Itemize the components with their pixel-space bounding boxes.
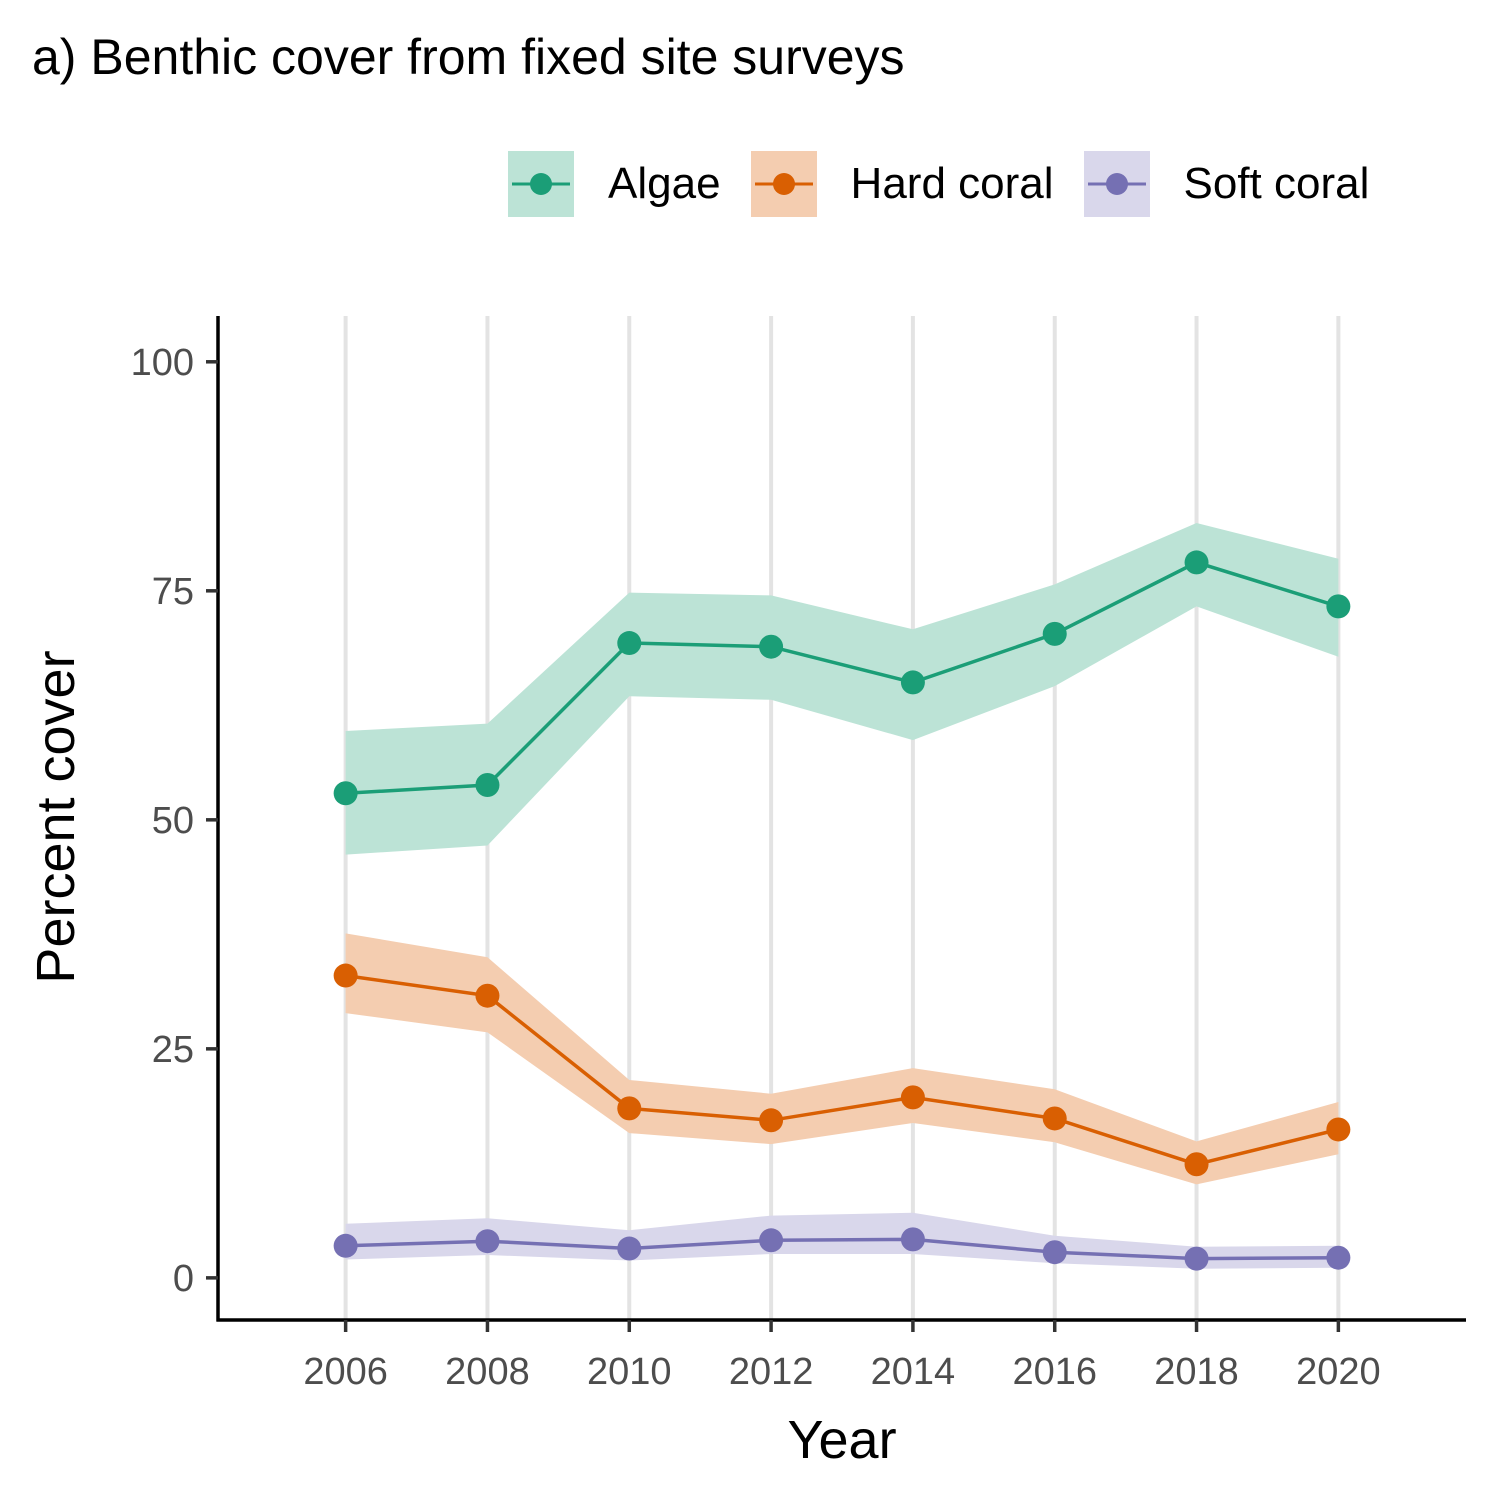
x-tick-label-2008: 2008 (445, 1351, 530, 1393)
point-hard-coral-2016 (1042, 1106, 1067, 1131)
legend-label-hard-coral: Hard coral (850, 159, 1054, 208)
y-tick-label-50: 50 (152, 800, 194, 842)
point-hard-coral-2012 (759, 1108, 784, 1133)
point-soft-coral-2006 (333, 1233, 358, 1258)
series-points (333, 550, 1351, 1271)
point-hard-coral-2006 (333, 963, 358, 988)
point-hard-coral-2010 (617, 1096, 642, 1121)
x-tick-label-2016: 2016 (1012, 1351, 1097, 1393)
x-tick-label-2020: 2020 (1296, 1351, 1381, 1393)
x-tick-label-2018: 2018 (1154, 1351, 1239, 1393)
point-hard-coral-2014 (900, 1085, 925, 1110)
legend-item-algae: Algae (508, 151, 721, 217)
y-axis-title: Percent cover (26, 650, 86, 983)
point-soft-coral-2020 (1326, 1245, 1351, 1270)
legend-point-swatch-algae (530, 173, 552, 195)
point-hard-coral-2018 (1184, 1152, 1209, 1177)
line-soft-coral (345, 1237, 1339, 1261)
legend-item-soft-coral: Soft coral (1083, 151, 1370, 217)
point-hard-coral-2020 (1326, 1117, 1351, 1142)
point-algae-2018 (1184, 550, 1209, 575)
legend-point-swatch-hard-coral (772, 173, 795, 195)
legend-point-swatch-soft-coral (1105, 173, 1128, 195)
point-soft-coral-2010 (617, 1236, 642, 1261)
x-tick-label-2012: 2012 (729, 1351, 814, 1393)
point-soft-coral-2014 (900, 1227, 925, 1252)
point-algae-2006 (333, 781, 358, 806)
legend-label-algae: Algae (608, 159, 721, 208)
point-algae-2020 (1326, 594, 1351, 619)
x-tick-label-2010: 2010 (587, 1351, 672, 1393)
line-algae (345, 560, 1339, 796)
band-algae (345, 523, 1339, 855)
y-tick-label-25: 25 (152, 1029, 194, 1071)
legend-key-algae (508, 151, 574, 217)
legend-key-soft-coral (1083, 151, 1150, 217)
point-soft-coral-2018 (1184, 1246, 1209, 1271)
point-algae-2012 (759, 634, 784, 659)
band-hard-coral (345, 933, 1339, 1185)
point-hard-coral-2008 (475, 983, 500, 1008)
legend-item-hard-coral: Hard coral (750, 151, 1054, 217)
x-tick-label-2006: 2006 (303, 1351, 388, 1393)
point-soft-coral-2012 (759, 1228, 784, 1253)
point-algae-2010 (617, 631, 642, 656)
y-tick-label-75: 75 (152, 571, 194, 613)
legend: Algae Hard coral Soft coral (508, 150, 1369, 218)
point-soft-coral-2008 (475, 1229, 500, 1254)
x-axis-title: Year (787, 1410, 896, 1470)
point-algae-2008 (475, 773, 500, 798)
axes: 0 25 50 75 100 2006 2008 2010 2012 2014 2016 2018 20… (131, 316, 1466, 1393)
legend-key-hard-coral (750, 151, 817, 217)
point-soft-coral-2016 (1042, 1240, 1067, 1265)
point-algae-2016 (1042, 621, 1067, 646)
chart-title: a) Benthic cover from fixed site surveys (32, 29, 905, 85)
legend-label-soft-coral: Soft coral (1183, 159, 1370, 208)
y-tick-label-0: 0 (173, 1258, 194, 1300)
point-algae-2014 (900, 670, 925, 695)
y-tick-label-100: 100 (131, 342, 194, 384)
series-lines (345, 560, 1339, 1261)
line-hard-coral (345, 973, 1339, 1167)
x-tick-label-2014: 2014 (871, 1351, 956, 1393)
